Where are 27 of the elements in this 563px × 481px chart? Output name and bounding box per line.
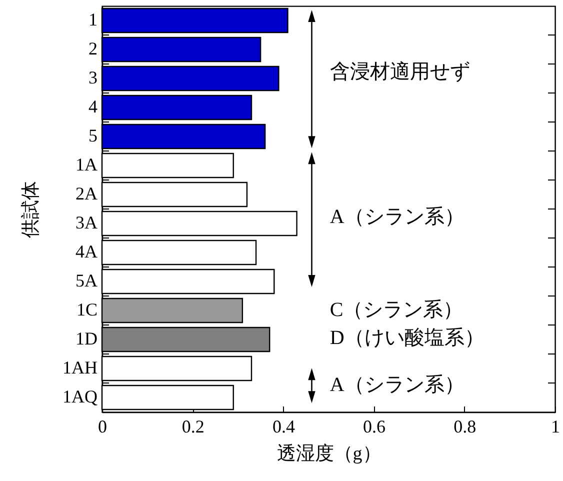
y-axis-title: 供試体: [20, 181, 42, 238]
y-tick-label: 4: [88, 96, 98, 116]
y-tick-label: 2: [88, 38, 98, 58]
y-tick-label: 1: [88, 10, 98, 30]
y-tick-label: 3A: [76, 212, 98, 232]
y-tick-label: 5: [88, 126, 98, 146]
x-tick-label: 0.2: [182, 416, 204, 436]
x-tick-label: 0.4: [272, 416, 295, 436]
x-tick-label: 1: [551, 416, 560, 436]
x-tick-label: 0: [98, 416, 107, 436]
x-axis-title: 透湿度（g）: [276, 442, 382, 464]
annotation: C（シラン系）: [330, 299, 464, 322]
x-tick-label: 0.8: [454, 416, 476, 436]
annotation: A（シラン系）: [330, 374, 464, 396]
annotation: D（けい酸塩系）: [330, 327, 484, 350]
y-tick-label: 1C: [76, 300, 98, 320]
y-tick-label: 3: [88, 68, 98, 88]
y-tick-label: 1AQ: [62, 386, 98, 406]
annotation: 含浸材適用せず: [330, 61, 470, 84]
x-tick-label: 0.6: [363, 416, 386, 436]
y-tick-label: 1AH: [62, 358, 98, 378]
y-tick-label: 5A: [76, 270, 98, 290]
annotation: A（シラン系）: [330, 206, 464, 228]
y-tick-label: 4A: [76, 242, 98, 262]
y-tick-label: 2A: [76, 184, 98, 204]
y-tick-label: 1D: [76, 328, 98, 348]
y-tick-label: 1A: [76, 154, 98, 174]
